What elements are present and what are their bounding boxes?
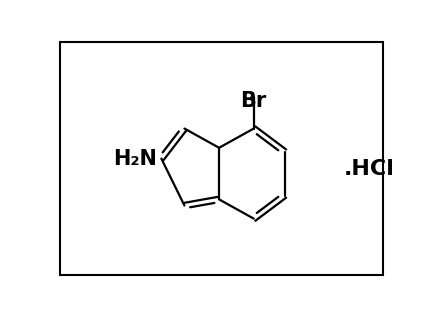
Text: Br: Br: [241, 91, 267, 111]
Text: H₂N: H₂N: [114, 149, 158, 169]
Text: .HCl: .HCl: [344, 159, 395, 179]
